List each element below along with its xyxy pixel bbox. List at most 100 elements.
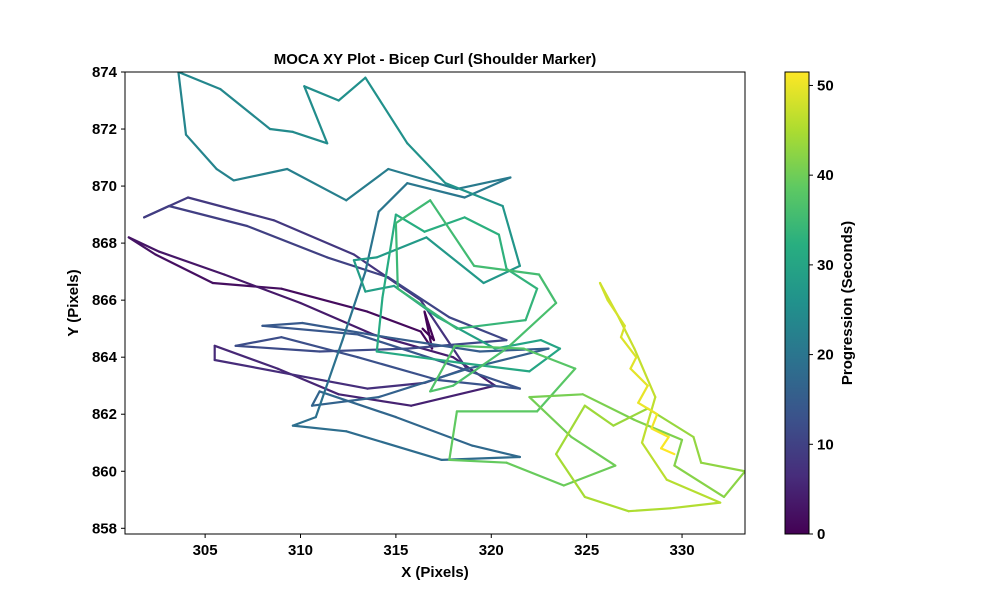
trajectory-segment	[410, 384, 497, 407]
trajectory-segment	[167, 204, 249, 228]
trajectory-segment	[528, 347, 562, 373]
trajectory-segment	[381, 213, 397, 299]
trajectory-segment	[606, 299, 626, 327]
y-tick-label: 864	[92, 349, 118, 366]
colorbar-tick-label: 10	[817, 436, 834, 453]
trajectory-series	[127, 72, 745, 513]
trajectory-segment	[280, 336, 359, 359]
trajectory-segment	[177, 72, 188, 136]
trajectory-segment	[633, 418, 684, 441]
trajectory-segment	[455, 176, 512, 190]
trajectory-segment	[633, 347, 657, 399]
trajectory-segment	[471, 444, 522, 459]
trajectory-segment	[473, 264, 541, 276]
trajectory-segment	[387, 167, 458, 190]
trajectory-segment	[505, 267, 539, 290]
trajectory-segment	[453, 344, 525, 350]
trajectory-segment	[286, 167, 348, 202]
trajectory-segment	[246, 224, 329, 259]
x-tick-label: 315	[383, 542, 408, 559]
trajectory-segment	[535, 367, 577, 413]
trajectory-segment	[444, 361, 522, 390]
trajectory-segment	[448, 458, 508, 464]
trajectory-segment	[318, 390, 397, 419]
trajectory-segment	[345, 167, 390, 202]
trajectory-segment	[219, 87, 272, 131]
trajectory-segment	[497, 233, 508, 270]
colorbar-tick-label: 30	[817, 257, 834, 274]
y-tick-label: 860	[92, 463, 117, 480]
trajectory-segment	[501, 204, 522, 267]
trajectory-segment	[448, 316, 508, 342]
trajectory-segment	[673, 464, 726, 498]
trajectory-segment	[444, 182, 504, 208]
y-tick-label: 866	[92, 292, 117, 309]
trajectory-segment	[522, 347, 577, 370]
trajectory-segment	[232, 167, 289, 182]
trajectory-segment	[394, 213, 426, 233]
trajectory-segment	[448, 410, 458, 461]
colorbar-label: Progression (Seconds)	[839, 221, 856, 385]
y-tick-label: 872	[92, 121, 117, 138]
trajectory-segment	[528, 396, 573, 439]
trajectory-segment	[659, 447, 676, 456]
trajectory-segment	[699, 461, 745, 473]
trajectory-segment	[211, 281, 283, 290]
trajectory-segment	[299, 301, 375, 336]
chart-title: MOCA XY Plot - Bicep Curl (Shoulder Mark…	[274, 51, 597, 68]
y-tick-label: 862	[92, 406, 117, 423]
trajectory-segment	[352, 256, 378, 262]
y-axis-label: Y (Pixels)	[65, 269, 82, 336]
trajectory-segment	[303, 85, 329, 145]
trajectory-segment	[291, 130, 329, 145]
trajectory-segment	[429, 384, 455, 393]
trajectory-segment	[640, 396, 657, 444]
trajectory-segment	[394, 416, 474, 447]
trajectory-segment	[345, 430, 443, 461]
y-axis: 858 860 862 864 866 868 870 872 874	[92, 64, 125, 537]
trajectory-segment	[364, 284, 396, 293]
trajectory-segment	[396, 287, 458, 330]
trajectory-segment	[637, 401, 659, 416]
trajectory-segment	[452, 347, 508, 387]
trajectory-segment	[356, 356, 439, 382]
x-tick-label: 325	[574, 542, 599, 559]
x-tick-label: 330	[670, 542, 695, 559]
x-tick-label: 320	[479, 542, 504, 559]
trajectory-segment	[291, 416, 317, 427]
trajectory-segment	[301, 321, 388, 339]
plot-area-frame	[124, 71, 746, 535]
trajectory-segment	[377, 182, 409, 213]
trajectory-segment	[463, 216, 500, 236]
trajectory-segment	[310, 396, 380, 407]
trajectory-segment	[627, 507, 672, 513]
trajectory-segment	[261, 324, 359, 336]
trajectory-segment	[659, 435, 670, 450]
trajectory-segment	[272, 219, 355, 256]
trajectory-segment	[505, 301, 558, 350]
trajectory-segment	[619, 336, 638, 359]
trajectory-segment	[261, 321, 304, 327]
x-tick-label: 310	[288, 542, 313, 559]
trajectory-segment	[291, 424, 348, 433]
trajectory-segment	[583, 404, 615, 427]
colorbar-tick-label: 40	[817, 167, 834, 184]
trajectory-segment	[598, 281, 609, 302]
trajectory-segment	[158, 250, 226, 276]
trajectory-segment	[554, 404, 586, 456]
trajectory-segment	[406, 142, 447, 185]
trajectory-segment	[186, 196, 275, 222]
trajectory-segment	[314, 339, 344, 419]
trajectory-segment	[143, 204, 170, 219]
trajectory-segment	[377, 367, 470, 399]
colorbar-axis: 0 10 20 30 40 50	[809, 77, 834, 543]
trajectory-segment	[337, 76, 367, 102]
trajectory-segment	[722, 470, 745, 498]
trajectory-segment	[366, 310, 422, 333]
colorbar-tick-label: 0	[817, 526, 825, 543]
colorbar-tick-label: 20	[817, 347, 834, 364]
trajectory-segment	[234, 336, 283, 347]
trajectory-segment	[455, 319, 527, 330]
trajectory-segment	[459, 361, 531, 373]
